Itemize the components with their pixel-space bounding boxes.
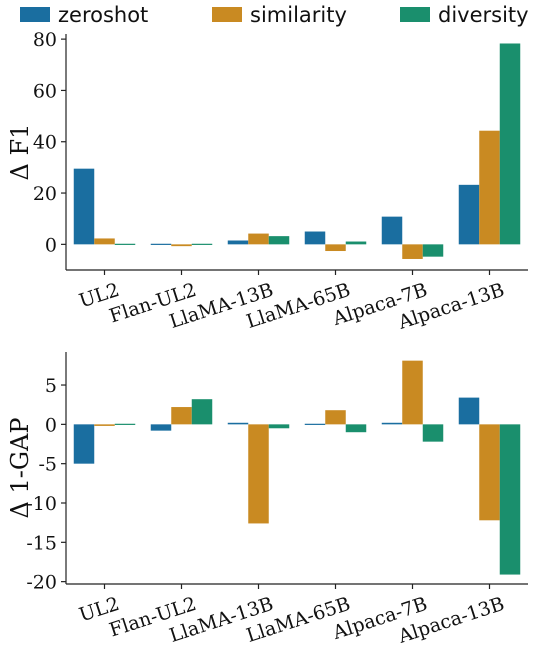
bar-zeroshot-llama-65b xyxy=(304,423,326,425)
bar-zeroshot-alpaca-7b xyxy=(381,216,403,245)
y-tick-label: -10 xyxy=(26,493,57,515)
bar-diversity-llama-13b xyxy=(268,236,290,245)
y-tick-label: 20 xyxy=(33,183,57,205)
bar-diversity-ul2 xyxy=(114,423,136,425)
bar-zeroshot-llama-13b xyxy=(227,240,249,245)
bar-similarity-llama-13b xyxy=(248,233,269,245)
legend-item-diversity: diversity xyxy=(400,3,529,27)
legend-label-diversity: diversity xyxy=(438,3,529,27)
bar-diversity-ul2 xyxy=(114,243,136,245)
bar-diversity-alpaca-13b xyxy=(499,424,521,575)
chart-panel-delta-1-gap: 50-5-10-15-20Δ 1-GAPUL2Flan-UL2LlaMA-13B… xyxy=(6,352,528,648)
bar-zeroshot-ul2 xyxy=(73,168,95,245)
legend-label-similarity: similarity xyxy=(250,3,347,27)
bar-zeroshot-flan-ul2 xyxy=(150,243,172,245)
legend: zeroshot similarity diversity xyxy=(20,3,529,27)
y-tick-label: 0 xyxy=(45,414,57,436)
bar-similarity-alpaca-7b xyxy=(402,244,423,259)
bar-similarity-llama-65b xyxy=(325,410,346,425)
bar-diversity-alpaca-13b xyxy=(499,43,521,245)
y-tick-label: 60 xyxy=(33,80,57,102)
bar-diversity-llama-65b xyxy=(345,424,367,433)
bar-zeroshot-alpaca-13b xyxy=(458,184,480,245)
legend-item-similarity: similarity xyxy=(212,3,347,27)
bar-zeroshot-alpaca-13b xyxy=(458,397,480,425)
y-tick-label: 5 xyxy=(45,375,57,397)
bar-similarity-alpaca-7b xyxy=(402,360,423,425)
bar-similarity-llama-13b xyxy=(248,424,269,524)
bar-diversity-alpaca-7b xyxy=(422,424,444,442)
y-tick-label: 80 xyxy=(33,29,57,51)
legend-label-zeroshot: zeroshot xyxy=(58,3,148,27)
y-axis-label: Δ F1 xyxy=(6,124,34,181)
bar-similarity-alpaca-13b xyxy=(479,424,500,521)
bar-similarity-ul2 xyxy=(94,424,115,426)
legend-item-zeroshot: zeroshot xyxy=(20,3,148,27)
bar-zeroshot-alpaca-7b xyxy=(381,422,403,425)
y-axis-label: Δ 1-GAP xyxy=(6,418,34,519)
bar-zeroshot-ul2 xyxy=(73,424,95,464)
bar-diversity-llama-65b xyxy=(345,241,367,245)
bar-similarity-alpaca-13b xyxy=(479,130,500,245)
bar-similarity-ul2 xyxy=(94,238,115,245)
bar-diversity-flan-ul2 xyxy=(191,243,213,245)
legend-swatch-zeroshot xyxy=(20,7,50,22)
legend-swatch-similarity xyxy=(212,7,242,22)
bar-similarity-llama-65b xyxy=(325,244,346,252)
bar-diversity-alpaca-7b xyxy=(422,244,444,257)
bar-similarity-flan-ul2 xyxy=(171,407,192,425)
y-tick-label: -20 xyxy=(26,572,57,594)
bar-diversity-llama-13b xyxy=(268,424,290,429)
y-tick-label: -15 xyxy=(26,532,57,554)
y-tick-label: 0 xyxy=(45,234,57,256)
legend-swatch-diversity xyxy=(400,7,430,22)
y-tick-label: -5 xyxy=(38,454,57,476)
bar-zeroshot-llama-65b xyxy=(304,231,326,245)
bar-zeroshot-llama-13b xyxy=(227,422,249,425)
bar-diversity-flan-ul2 xyxy=(191,399,213,425)
bar-similarity-flan-ul2 xyxy=(171,244,192,247)
bar-zeroshot-flan-ul2 xyxy=(150,424,172,431)
y-tick-label: 40 xyxy=(33,132,57,154)
